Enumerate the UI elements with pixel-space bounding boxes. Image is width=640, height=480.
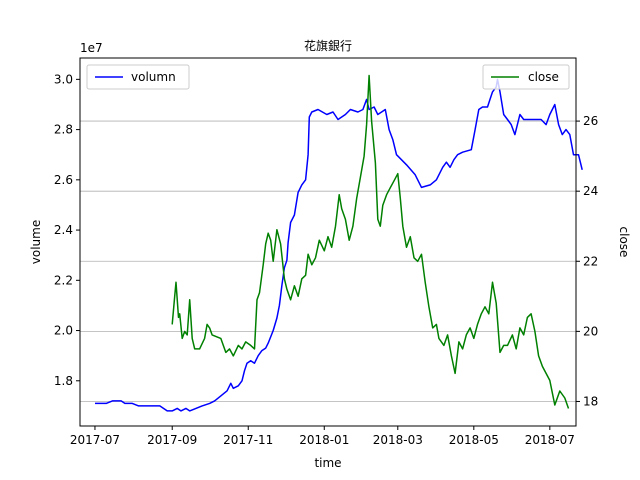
y-left-tick-label: 1.8 (54, 374, 73, 388)
x-tick-label: 2018-07 (525, 433, 575, 447)
x-tick-label: 2017-11 (223, 433, 273, 447)
chart-title: 花旗銀行 (304, 38, 352, 53)
y-right-axis-ticks: 18 20 22 24 26 (576, 114, 598, 408)
x-tick-label: 2018-01 (299, 433, 349, 447)
y-left-tick-label: 2.0 (54, 324, 73, 338)
y-left-tick-label: 3.0 (54, 72, 73, 86)
x-axis-label: time (314, 456, 341, 470)
y-right-axis-label: close (617, 227, 631, 258)
series-line-close (171, 74, 570, 409)
y-left-axis-label: volume (29, 220, 43, 264)
y-left-tick-label: 2.2 (54, 273, 73, 287)
plot-area (80, 58, 576, 426)
y-left-tick-label: 2.8 (54, 123, 73, 137)
legend-right: close (482, 64, 570, 90)
legend-right-box (482, 64, 570, 90)
grid-layer (80, 120, 576, 402)
y-left-tick-label: 2.4 (54, 223, 73, 237)
plot-frame (79, 57, 577, 427)
legend-left-box (86, 64, 190, 90)
x-axis-ticks: 2017-07 2017-09 2017-11 2018-01 2018-03 2018-… (70, 426, 575, 447)
y-left-tick-label: 2.6 (54, 173, 73, 187)
x-tick-label: 2018-05 (449, 433, 499, 447)
legend-left-label: volumn (131, 70, 176, 84)
y-right-tick-label: 26 (583, 114, 598, 128)
left-axis-offset-text: 1e7 (80, 41, 103, 55)
x-tick-label: 2018-03 (373, 433, 423, 447)
y-left-axis-ticks: 1.8 2.0 2.2 2.4 2.6 2.8 3.0 (54, 72, 80, 388)
y-right-tick-label: 22 (583, 254, 598, 268)
y-right-tick-label: 18 (583, 394, 598, 408)
y-right-tick-label: 20 (583, 324, 598, 338)
x-tick-label: 2017-09 (147, 433, 197, 447)
legend-right-label: close (528, 70, 559, 84)
legend-left: volumn (86, 64, 190, 90)
series-layer (95, 74, 583, 412)
x-tick-label: 2017-07 (70, 433, 120, 447)
series-line-volumn (95, 78, 583, 412)
y-right-tick-label: 24 (583, 184, 598, 198)
